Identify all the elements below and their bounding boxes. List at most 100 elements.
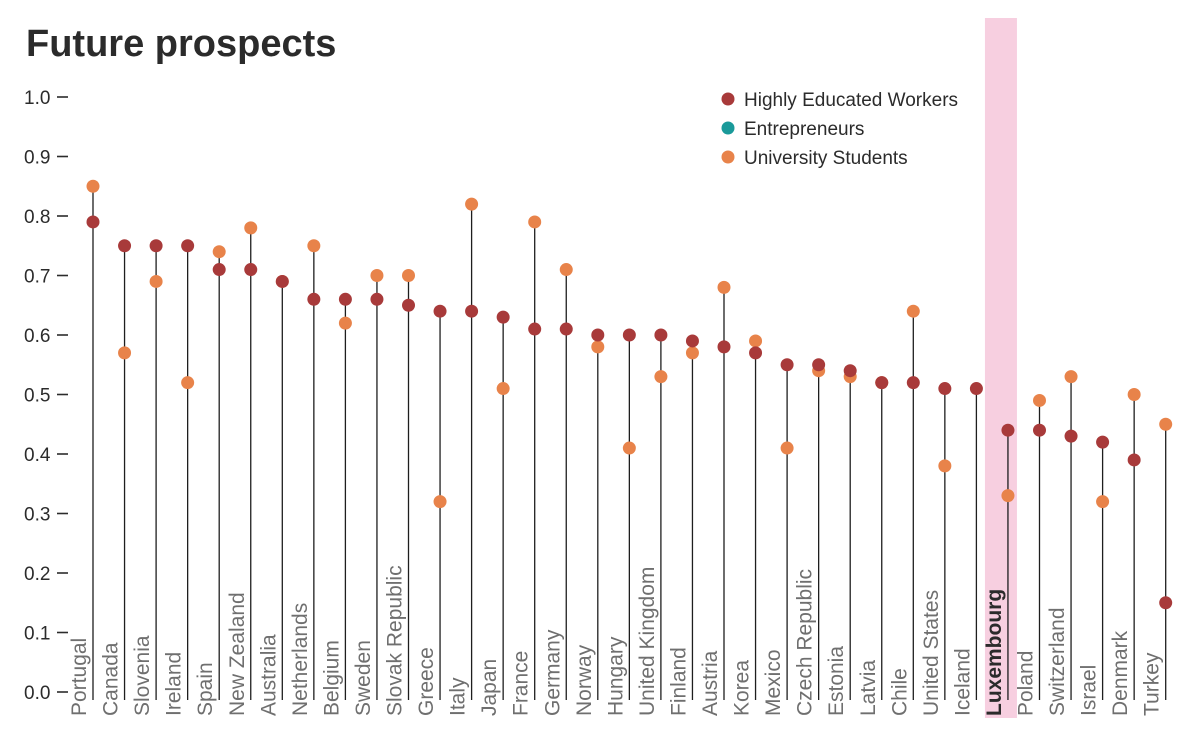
point-university-students	[244, 221, 258, 235]
highlight-band-luxembourg	[984, 18, 1017, 718]
y-tick-label: 0.6	[24, 326, 50, 347]
point-university-students	[559, 263, 573, 277]
point-highly-educated-workers	[86, 215, 100, 229]
point-highly-educated-workers	[780, 358, 794, 372]
point-university-students	[717, 280, 731, 294]
category-label: Denmark	[1109, 630, 1132, 716]
category-label: Italy	[447, 677, 470, 716]
category-label: Belgium	[320, 640, 343, 716]
category-label: Sweden	[352, 640, 375, 716]
category-label: Greece	[415, 647, 438, 716]
category-label: Austria	[699, 650, 722, 716]
point-university-students	[780, 441, 794, 455]
category-label: Slovak Republic	[384, 565, 407, 716]
category-labels: Portugal Canada Slovenia Ireland Spain New Ze…	[68, 565, 1164, 716]
point-university-students	[1159, 417, 1173, 431]
point-highly-educated-workers	[591, 328, 605, 342]
legend-label: Entrepreneurs	[744, 119, 864, 140]
highlight-layer	[984, 18, 1017, 718]
point-university-students	[1064, 370, 1078, 384]
category-label: Estonia	[825, 646, 848, 716]
point-university-students	[1001, 489, 1015, 503]
point-university-students	[307, 239, 321, 253]
point-university-students	[118, 346, 132, 360]
point-highly-educated-workers	[1001, 423, 1015, 437]
point-highly-educated-workers	[969, 382, 983, 396]
category-label: Portugal	[68, 638, 91, 716]
point-university-students	[1096, 495, 1110, 509]
point-highly-educated-workers	[622, 328, 636, 342]
y-tick-label: 0.7	[24, 267, 50, 288]
category-label: United States	[920, 590, 943, 716]
category-label: Finland	[667, 647, 690, 716]
point-highly-educated-workers	[370, 292, 384, 306]
legend-label: University Students	[744, 148, 908, 169]
category-label: Luxembourg	[983, 589, 1006, 716]
point-university-students	[749, 334, 763, 348]
category-label: France	[510, 651, 533, 716]
point-university-students	[402, 269, 415, 282]
point-highly-educated-workers	[338, 292, 352, 306]
point-university-students	[622, 441, 636, 455]
points-layer	[86, 179, 1173, 610]
y-tick-label: 0.9	[24, 148, 50, 169]
category-label: Spain	[194, 662, 217, 716]
y-tick-label: 0.3	[24, 505, 50, 526]
category-label: Canada	[100, 642, 123, 716]
point-highly-educated-workers	[685, 334, 699, 348]
point-highly-educated-workers	[749, 346, 763, 360]
category-label: Australia	[257, 634, 280, 716]
legend-label: Highly Educated Workers	[744, 90, 958, 111]
point-university-students	[1127, 388, 1141, 401]
point-highly-educated-workers	[812, 358, 826, 372]
point-university-students	[338, 316, 352, 330]
point-highly-educated-workers	[654, 328, 668, 342]
point-highly-educated-workers	[433, 304, 447, 318]
point-university-students	[906, 304, 920, 318]
point-highly-educated-workers	[938, 382, 952, 396]
point-university-students	[433, 495, 447, 509]
point-university-students	[685, 346, 699, 360]
category-label: Switzerland	[1046, 607, 1069, 716]
point-university-students	[496, 382, 510, 396]
point-highly-educated-workers	[118, 239, 132, 253]
point-highly-educated-workers	[244, 263, 258, 277]
point-university-students	[370, 269, 384, 282]
legend-marker	[721, 121, 735, 135]
category-label: Hungary	[604, 636, 627, 716]
category-label: Germany	[541, 629, 564, 716]
y-tick-label: 0.2	[24, 564, 50, 585]
y-tick-label: 0.1	[24, 624, 50, 645]
category-label: Chile	[888, 668, 911, 716]
point-university-students	[181, 376, 195, 390]
category-label: Latvia	[857, 660, 880, 716]
y-tick-label: 0.5	[24, 386, 50, 407]
point-highly-educated-workers	[717, 340, 731, 354]
category-label: United Kingdom	[636, 567, 659, 716]
y-tick-label: 0.4	[24, 445, 51, 466]
point-highly-educated-workers	[307, 292, 321, 306]
y-axis: 0.0 0.1 0.2 0.3 0.4 0.5 0.6 0.7 0.8 0.9 1.0	[24, 88, 68, 704]
y-tick-label: 1.0	[24, 88, 50, 109]
legend: Highly Educated Workers Entrepreneurs Univ…	[721, 90, 958, 169]
point-highly-educated-workers	[1127, 453, 1141, 467]
point-highly-educated-workers	[1159, 596, 1173, 610]
y-tick-label: 0.8	[24, 207, 50, 228]
point-highly-educated-workers	[465, 304, 479, 318]
category-label: Czech Republic	[794, 569, 817, 716]
category-label: Japan	[478, 659, 501, 716]
point-highly-educated-workers	[212, 263, 226, 277]
point-highly-educated-workers	[843, 364, 857, 378]
category-label: Poland	[1015, 651, 1038, 716]
category-label: Turkey	[1141, 652, 1164, 716]
category-label: Slovenia	[131, 635, 154, 716]
point-highly-educated-workers	[528, 322, 542, 336]
point-university-students	[465, 197, 479, 211]
point-university-students	[149, 274, 163, 288]
point-university-students	[1033, 393, 1046, 407]
point-university-students	[591, 340, 605, 354]
category-label: Netherlands	[289, 603, 312, 716]
point-university-students	[938, 459, 952, 473]
chart-title: Future prospects	[26, 23, 336, 65]
